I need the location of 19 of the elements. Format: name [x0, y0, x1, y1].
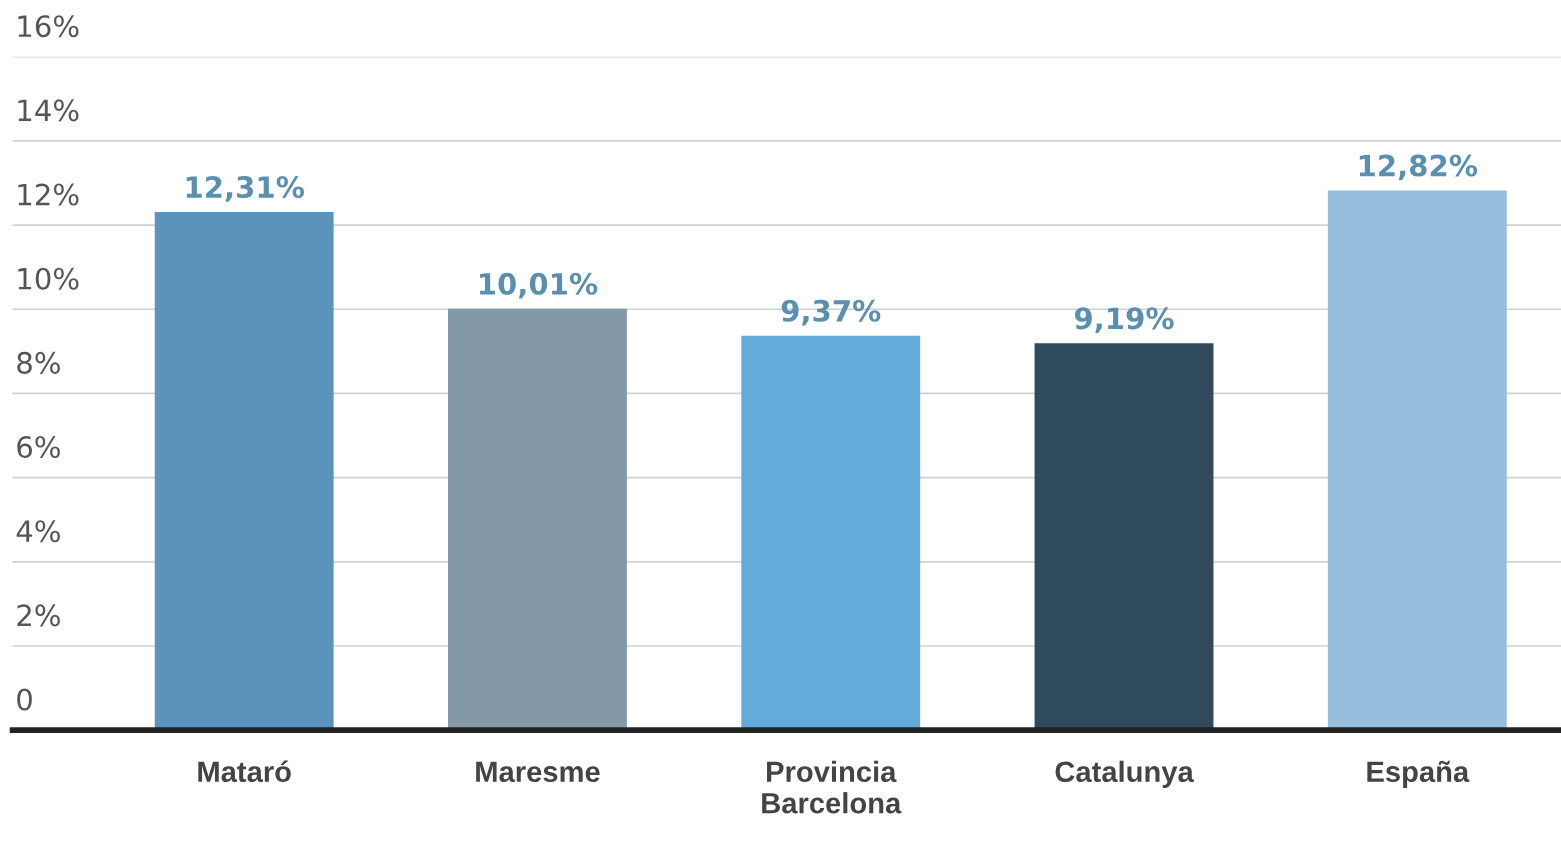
y-tick-label: 6%	[17, 436, 60, 459]
data-label: 10,01%	[480, 272, 598, 299]
y-tick-label: 8%	[17, 351, 60, 374]
y-tick-label: 14%	[18, 99, 79, 122]
x-tick-label: Maresme	[476, 761, 600, 783]
data-label: 12,31%	[186, 176, 304, 202]
y-tick-label: 16%	[18, 15, 79, 38]
y-tick-label: 12%	[18, 183, 79, 206]
x-tick-label: Catalunya	[1055, 760, 1194, 788]
y-tick-label: 0	[17, 688, 32, 711]
x-tick-label: España	[1367, 760, 1470, 788]
data-label: 9,19%	[1074, 307, 1174, 334]
x-tick-label: Provincia Barcelona	[762, 760, 902, 814]
y-tick-label: 10%	[18, 267, 79, 290]
data-label: 9,37%	[781, 299, 881, 326]
y-tick-label: 2%	[17, 604, 60, 627]
y-tick-label: 4%	[16, 520, 60, 543]
x-tick-label: Mataró	[198, 760, 291, 783]
data-label: 12,82%	[1359, 154, 1478, 181]
